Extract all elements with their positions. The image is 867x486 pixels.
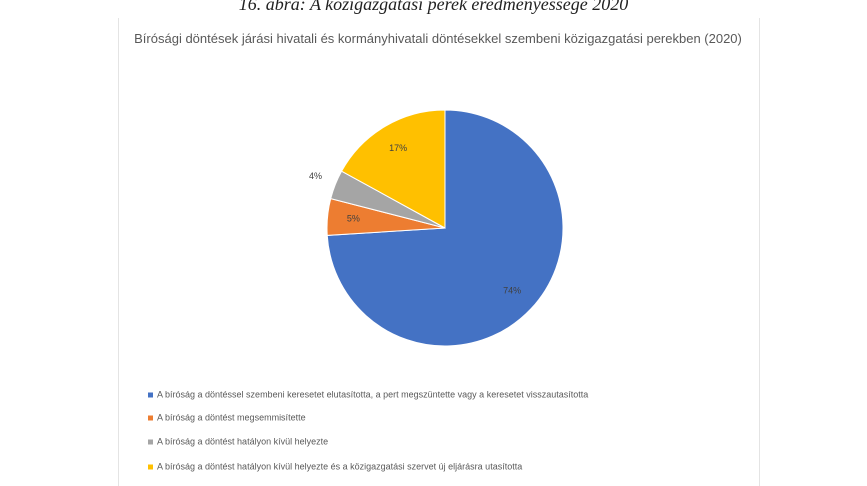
legend-swatch bbox=[148, 439, 153, 445]
legend-label: A bíróság a döntést megsemmisítette bbox=[157, 412, 306, 422]
data-label: 17% bbox=[389, 143, 407, 153]
pie-slice bbox=[340, 109, 446, 229]
chart-frame bbox=[118, 18, 760, 486]
caption: 16. ábra: A közigazgatási perek eredmény… bbox=[238, 0, 629, 14]
legend-swatch bbox=[148, 392, 153, 398]
legend-label: A bíróság a döntést hatályon kívül helye… bbox=[157, 461, 522, 471]
legend-swatch bbox=[148, 464, 153, 470]
data-label: 5% bbox=[347, 214, 360, 224]
legend-label: A bíróság a döntést hatályon kívül helye… bbox=[157, 436, 328, 446]
legend-label: A bíróság a döntéssel szembeni keresetet… bbox=[157, 389, 588, 399]
data-label: 74% bbox=[503, 285, 521, 295]
data-label: 4% bbox=[309, 171, 322, 181]
legend-swatch bbox=[148, 415, 153, 421]
chart-title: Bírósági döntések járási hivatali és kor… bbox=[134, 31, 742, 46]
